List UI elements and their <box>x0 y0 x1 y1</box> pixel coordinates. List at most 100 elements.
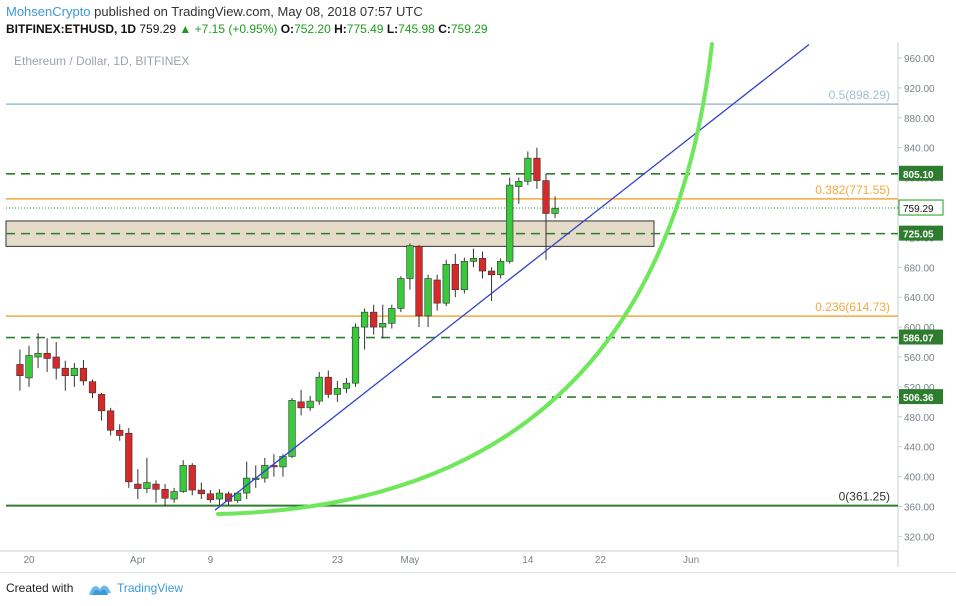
candle-up <box>215 492 224 500</box>
symbol-label: BITFINEX:ETHUSD, 1D <box>6 22 137 36</box>
candle-down <box>542 180 550 214</box>
candle-down <box>161 489 169 499</box>
candle-down <box>533 157 541 181</box>
y-tick-label: 560.00 <box>904 353 935 364</box>
close-label: C: <box>438 22 451 36</box>
candle-down <box>487 270 496 276</box>
y-tick-label: 640.00 <box>904 293 935 304</box>
candle-up <box>351 326 360 384</box>
candle-up <box>524 157 532 182</box>
low-value: 745.98 <box>398 22 435 36</box>
high-value: 775.49 <box>346 22 384 36</box>
candle-down <box>107 410 115 431</box>
candle-down <box>116 429 124 436</box>
published-text: published on TradingView.com, May 08, 20… <box>94 4 423 19</box>
candle-up <box>460 261 468 291</box>
candle-up <box>397 278 405 309</box>
y-tick-label: 840.00 <box>904 144 935 155</box>
candle-up <box>551 207 559 214</box>
publish-line: MohsenCrypto published on TradingView.co… <box>6 4 423 19</box>
candle-up <box>342 382 351 389</box>
candle-up <box>388 308 396 324</box>
candle-up <box>25 355 33 379</box>
y-tick-label: 680.00 <box>904 263 935 274</box>
y-tick-label: 360.00 <box>904 503 935 514</box>
fib-label: 0.5(898.29) <box>829 88 890 102</box>
candle-up <box>306 400 314 409</box>
candle-down <box>206 493 215 501</box>
candle-up <box>469 258 478 262</box>
change-value: +7.15 (+0.95%) <box>194 22 278 36</box>
chart-legend: Ethereum / Dollar, 1D, BITFINEX <box>14 54 190 68</box>
candle-up <box>143 482 151 489</box>
candle-down <box>478 258 487 272</box>
author-link[interactable]: MohsenCrypto <box>6 4 91 19</box>
support-price-tag <box>899 329 943 345</box>
candle-down <box>451 264 459 291</box>
candle-down <box>134 483 142 489</box>
candle-up <box>34 352 42 358</box>
trend-line <box>214 44 810 511</box>
price-value: 759.29 <box>139 22 177 36</box>
footer: Created with TradingView <box>0 572 956 606</box>
low-label: L: <box>386 22 399 36</box>
y-tick-label: 320.00 <box>904 532 935 543</box>
high-label: H: <box>334 22 347 36</box>
candle-down <box>370 311 378 328</box>
tradingview-logo-icon <box>89 585 111 595</box>
price-chart[interactable]: 960.00920.00880.00840.00800.00760.00720.… <box>0 42 956 572</box>
y-tick-label: 480.00 <box>904 413 935 424</box>
candle-up <box>170 491 178 500</box>
y-tick-label: 920.00 <box>904 84 935 95</box>
y-tick-label: 880.00 <box>904 114 935 125</box>
x-tick-label: Apr <box>130 555 146 566</box>
candle-up <box>379 323 387 328</box>
close-value: 759.29 <box>450 22 488 36</box>
candle-up <box>406 245 414 279</box>
last-price-tag <box>898 199 944 216</box>
candle-up <box>442 264 450 304</box>
open-label: O: <box>280 22 295 36</box>
x-tick-label: 20 <box>23 555 35 566</box>
candle-up <box>179 465 187 492</box>
ohlc-line: BITFINEX:ETHUSD, 1D 759.29 ▲ +7.15 (+0.9… <box>6 22 488 36</box>
tradingview-brand-link[interactable]: TradingView <box>117 581 184 595</box>
support-price-tag-label: 506.36 <box>903 393 934 404</box>
candle-up <box>515 181 523 187</box>
candle-up <box>497 261 505 276</box>
candle-up <box>360 311 369 328</box>
candle-down <box>97 394 106 412</box>
support-price-tag-label: 725.05 <box>903 230 934 241</box>
candle-up <box>333 388 341 395</box>
y-tick-label: 520.00 <box>904 383 935 394</box>
fib-label: 0.236(614.73) <box>815 300 890 314</box>
candle-down <box>125 432 133 483</box>
publish-header: MohsenCrypto published on TradingView.co… <box>0 0 956 42</box>
fib-label: 0.382(771.55) <box>815 183 890 197</box>
x-tick-label: 23 <box>332 555 344 566</box>
y-tick-label: 440.00 <box>904 443 935 454</box>
support-price-tag-label: 586.07 <box>903 334 934 345</box>
last-price-tag-label: 759.29 <box>903 204 934 215</box>
candle-down <box>415 246 423 317</box>
candle-up <box>424 278 432 317</box>
candle-down <box>324 376 332 395</box>
candle-up <box>315 376 323 402</box>
x-tick-label: 22 <box>595 555 607 566</box>
x-tick-label: Jun <box>683 555 699 566</box>
candle-down <box>433 279 441 304</box>
chart-area[interactable]: 960.00920.00880.00840.00800.00760.00720.… <box>0 42 956 572</box>
candle-down <box>16 364 24 376</box>
candle-down <box>152 483 160 490</box>
candle-down <box>43 352 51 359</box>
open-value: 752.20 <box>294 22 331 36</box>
y-tick-label: 960.00 <box>904 54 935 65</box>
support-price-tag-label: 805.10 <box>903 170 934 181</box>
candle-down <box>88 381 97 394</box>
change-up-icon: ▲ <box>179 22 192 36</box>
support-price-tag <box>899 225 943 241</box>
x-tick-label: 9 <box>208 555 214 566</box>
candle-up <box>506 184 514 262</box>
candle-down <box>61 367 69 376</box>
candle-up <box>70 367 78 376</box>
